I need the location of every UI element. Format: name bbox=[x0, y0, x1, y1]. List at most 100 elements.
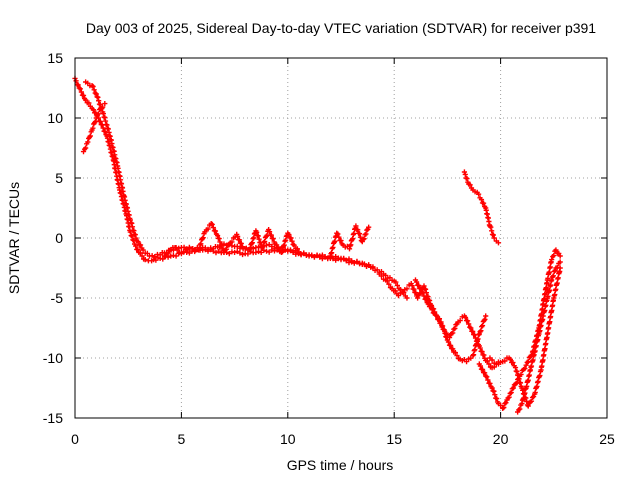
data-point bbox=[287, 247, 294, 253]
data-point bbox=[477, 345, 483, 351]
data-point bbox=[517, 380, 524, 386]
data-marks bbox=[72, 75, 563, 415]
y-tick-labels: -15 -10 -5 0 5 10 15 bbox=[43, 50, 63, 426]
data-point bbox=[85, 139, 91, 145]
data-point bbox=[452, 350, 458, 356]
data-point bbox=[436, 316, 443, 322]
data-point bbox=[234, 243, 240, 249]
data-point bbox=[357, 234, 364, 240]
data-point bbox=[415, 295, 421, 301]
data-point bbox=[498, 402, 504, 408]
data-point bbox=[91, 87, 97, 93]
data-point bbox=[502, 358, 508, 364]
series-track-k bbox=[515, 259, 563, 415]
data-point bbox=[423, 296, 429, 302]
data-point bbox=[479, 323, 486, 329]
data-point bbox=[478, 197, 485, 203]
data-point bbox=[256, 236, 262, 242]
data-point bbox=[404, 295, 410, 301]
data-point bbox=[232, 249, 238, 255]
data-point bbox=[78, 89, 84, 95]
data-point bbox=[274, 242, 280, 248]
data-point bbox=[297, 251, 304, 257]
data-point bbox=[512, 365, 519, 371]
data-point bbox=[484, 358, 490, 364]
data-point bbox=[370, 264, 376, 270]
data-point bbox=[280, 243, 287, 249]
data-point bbox=[411, 286, 417, 292]
data-point bbox=[102, 128, 108, 134]
data-point bbox=[282, 238, 288, 244]
data-point bbox=[495, 240, 502, 246]
data-point bbox=[140, 247, 146, 253]
series-track-h bbox=[461, 169, 502, 246]
y-tick-label: -5 bbox=[51, 290, 64, 306]
data-point bbox=[492, 392, 498, 398]
data-point bbox=[93, 115, 99, 121]
data-point bbox=[237, 250, 243, 256]
data-point bbox=[90, 83, 96, 90]
data-point bbox=[343, 257, 349, 263]
data-point bbox=[523, 362, 529, 368]
data-point bbox=[281, 242, 287, 248]
data-point bbox=[275, 245, 281, 251]
data-point bbox=[289, 238, 295, 244]
data-point bbox=[520, 387, 526, 393]
y-axis-label: SDTVAR / TECUs bbox=[6, 182, 22, 294]
data-point bbox=[481, 317, 487, 324]
data-point bbox=[290, 241, 296, 247]
data-point bbox=[491, 235, 497, 241]
data-point bbox=[268, 232, 274, 238]
data-point bbox=[517, 406, 523, 412]
data-point bbox=[353, 223, 359, 229]
data-point bbox=[452, 325, 458, 332]
data-point bbox=[479, 348, 485, 355]
data-point bbox=[465, 318, 471, 324]
data-point bbox=[269, 243, 275, 249]
data-point bbox=[205, 226, 211, 232]
data-point bbox=[346, 256, 352, 262]
y-tick-label: 10 bbox=[47, 110, 63, 126]
data-point bbox=[507, 390, 513, 396]
data-point bbox=[314, 252, 320, 258]
data-point bbox=[551, 252, 557, 258]
data-point bbox=[491, 388, 497, 394]
data-point bbox=[239, 251, 246, 258]
data-point bbox=[503, 400, 509, 406]
y-tick-label: 5 bbox=[55, 170, 63, 186]
data-point bbox=[105, 126, 111, 132]
data-point bbox=[341, 255, 347, 261]
data-point bbox=[363, 231, 369, 237]
data-point bbox=[160, 256, 166, 262]
data-point bbox=[83, 145, 89, 151]
series-track-c bbox=[80, 101, 108, 155]
data-point bbox=[387, 275, 393, 281]
data-point bbox=[93, 91, 99, 97]
data-point bbox=[325, 255, 331, 261]
data-point bbox=[133, 243, 139, 249]
data-point bbox=[216, 236, 222, 242]
x-tick-label: 10 bbox=[280, 431, 296, 447]
data-point bbox=[173, 253, 179, 259]
data-point bbox=[96, 98, 102, 104]
data-point bbox=[261, 247, 267, 253]
x-tick-labels: 0 5 10 15 20 25 bbox=[71, 431, 615, 447]
data-point bbox=[507, 356, 513, 362]
data-point bbox=[470, 328, 476, 334]
data-point bbox=[234, 248, 240, 255]
data-point bbox=[440, 323, 446, 329]
data-point bbox=[393, 279, 399, 285]
series-track-d bbox=[161, 221, 304, 259]
data-point bbox=[553, 247, 559, 253]
series-track-b bbox=[83, 79, 376, 270]
data-point bbox=[354, 258, 360, 264]
data-point bbox=[554, 264, 560, 270]
data-point bbox=[418, 286, 424, 292]
data-point bbox=[100, 104, 106, 110]
data-point bbox=[355, 227, 361, 233]
data-point bbox=[258, 249, 264, 255]
data-point bbox=[90, 107, 96, 113]
data-point bbox=[550, 273, 556, 279]
data-point bbox=[478, 328, 484, 334]
